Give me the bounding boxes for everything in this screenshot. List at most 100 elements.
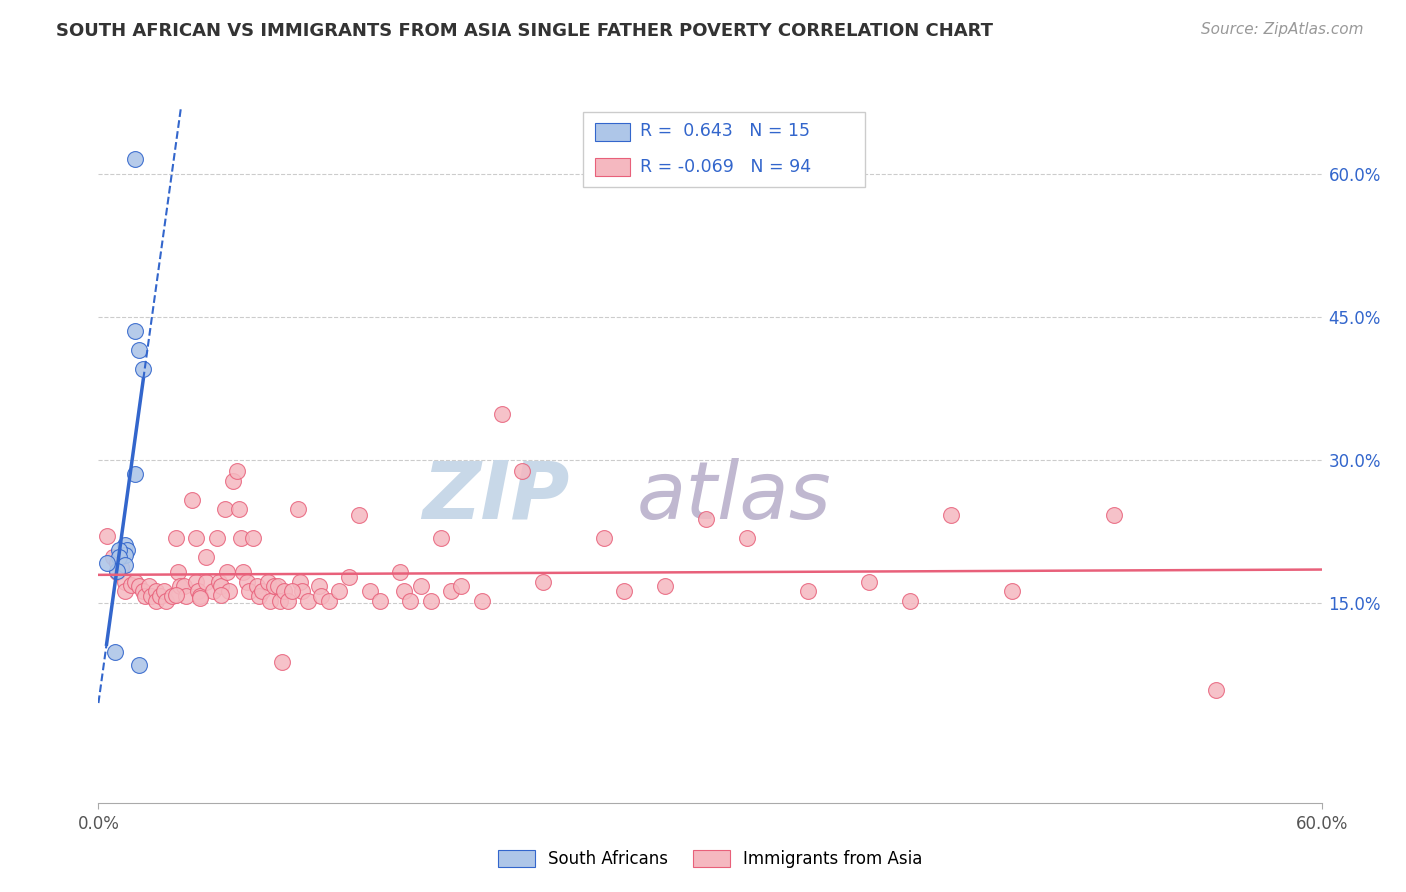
Point: [187, 584, 209, 599]
Point: [328, 584, 350, 599]
Point: [267, 579, 290, 593]
Point: [186, 531, 208, 545]
Point: [939, 508, 962, 522]
Point: [134, 589, 156, 603]
Point: [1205, 683, 1227, 698]
Point: [512, 464, 534, 478]
Point: [114, 574, 136, 589]
Point: [491, 407, 513, 421]
Point: [167, 565, 190, 579]
Point: [124, 324, 146, 338]
Point: [181, 492, 204, 507]
Point: [291, 584, 314, 599]
Point: [349, 508, 371, 522]
Point: [115, 543, 138, 558]
Point: [318, 593, 340, 607]
Point: [105, 565, 128, 579]
Y-axis label: Single Father Poverty: Single Father Poverty: [0, 367, 8, 543]
Point: [108, 543, 131, 558]
Point: [695, 512, 717, 526]
Point: [232, 565, 254, 579]
Point: [231, 531, 253, 545]
Point: [105, 564, 128, 578]
Point: [399, 593, 422, 607]
Point: [195, 549, 218, 564]
Point: [145, 584, 167, 599]
Point: [104, 645, 127, 659]
Point: [155, 593, 177, 607]
Point: [450, 579, 472, 593]
Point: [735, 531, 758, 545]
Point: [205, 531, 228, 545]
Point: [120, 578, 142, 592]
Point: [613, 584, 636, 599]
Point: [409, 579, 432, 593]
Point: [898, 593, 921, 607]
Point: [165, 531, 187, 545]
Point: [169, 579, 191, 593]
Point: [337, 570, 360, 584]
Point: [269, 593, 291, 607]
Point: [297, 593, 319, 607]
Point: [236, 574, 259, 589]
Point: [132, 362, 155, 376]
Point: [238, 584, 260, 599]
Point: [222, 474, 245, 488]
Point: [246, 579, 269, 593]
Point: [273, 584, 295, 599]
Point: [419, 593, 441, 607]
Point: [128, 343, 150, 357]
Point: [654, 579, 676, 593]
Point: [114, 539, 136, 553]
Point: [359, 584, 381, 599]
Point: [277, 593, 299, 607]
Point: [174, 589, 197, 603]
Point: [270, 655, 294, 669]
Point: [108, 549, 131, 564]
Point: [114, 548, 136, 562]
Point: [214, 502, 236, 516]
Text: atlas: atlas: [637, 458, 831, 536]
Point: [263, 579, 285, 593]
Point: [215, 565, 238, 579]
Point: [392, 584, 416, 599]
Point: [209, 579, 232, 593]
Point: [531, 574, 554, 589]
Point: [132, 584, 155, 599]
Point: [152, 584, 174, 599]
Legend: South Africans, Immigrants from Asia: South Africans, Immigrants from Asia: [491, 843, 929, 874]
Point: [249, 589, 271, 603]
Point: [173, 579, 195, 593]
Point: [105, 556, 128, 570]
Point: [208, 574, 231, 589]
Point: [593, 531, 616, 545]
Point: [96, 529, 118, 543]
Point: [309, 589, 332, 603]
Point: [471, 593, 494, 607]
Point: [389, 565, 412, 579]
Point: [141, 589, 163, 603]
Point: [188, 591, 212, 605]
Point: [218, 584, 240, 599]
Text: SOUTH AFRICAN VS IMMIGRANTS FROM ASIA SINGLE FATHER POVERTY CORRELATION CHART: SOUTH AFRICAN VS IMMIGRANTS FROM ASIA SI…: [56, 22, 993, 40]
Point: [440, 584, 463, 599]
Point: [101, 549, 124, 564]
Point: [96, 556, 118, 570]
Point: [1001, 584, 1024, 599]
Point: [114, 558, 136, 572]
Point: [368, 593, 391, 607]
Text: Source: ZipAtlas.com: Source: ZipAtlas.com: [1201, 22, 1364, 37]
Point: [188, 589, 212, 603]
Point: [160, 589, 183, 603]
Point: [128, 657, 150, 672]
Point: [287, 502, 309, 516]
Point: [259, 593, 281, 607]
Text: ZIP: ZIP: [422, 458, 569, 536]
Text: R =  0.643   N = 15: R = 0.643 N = 15: [640, 122, 810, 140]
Point: [256, 574, 278, 589]
Point: [250, 584, 273, 599]
Point: [138, 579, 160, 593]
Point: [165, 588, 187, 602]
Point: [308, 579, 330, 593]
Point: [110, 560, 132, 574]
